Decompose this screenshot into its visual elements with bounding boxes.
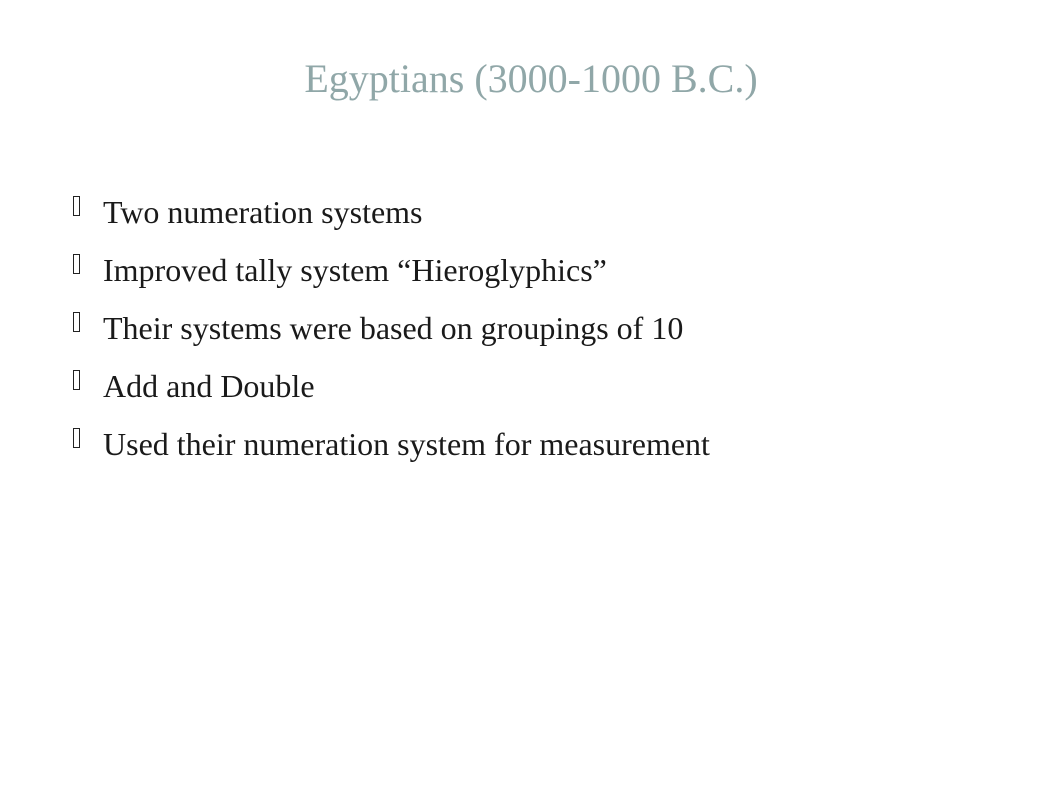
list-item: Improved tally system “Hieroglyphics” <box>73 250 997 290</box>
bullet-text: Add and Double <box>103 368 315 404</box>
bullet-text: Improved tally system “Hieroglyphics” <box>103 252 607 288</box>
list-item: Used their numeration system for measure… <box>73 424 997 464</box>
slide: Egyptians (3000-1000 B.C.) Two numeratio… <box>0 0 1062 797</box>
list-item: Their systems were based on groupings of… <box>73 308 997 348</box>
bullet-icon <box>73 428 80 448</box>
bullet-icon <box>73 196 80 216</box>
bullet-icon <box>73 312 80 332</box>
bullet-icon <box>73 370 80 390</box>
bullet-text: Their systems were based on groupings of… <box>103 310 683 346</box>
bullet-text: Used their numeration system for measure… <box>103 426 710 462</box>
slide-title: Egyptians (3000-1000 B.C.) <box>65 55 997 102</box>
bullet-list: Two numeration systems Improved tally sy… <box>65 192 997 464</box>
list-item: Two numeration systems <box>73 192 997 232</box>
bullet-icon <box>73 254 80 274</box>
list-item: Add and Double <box>73 366 997 406</box>
bullet-text: Two numeration systems <box>103 194 423 230</box>
